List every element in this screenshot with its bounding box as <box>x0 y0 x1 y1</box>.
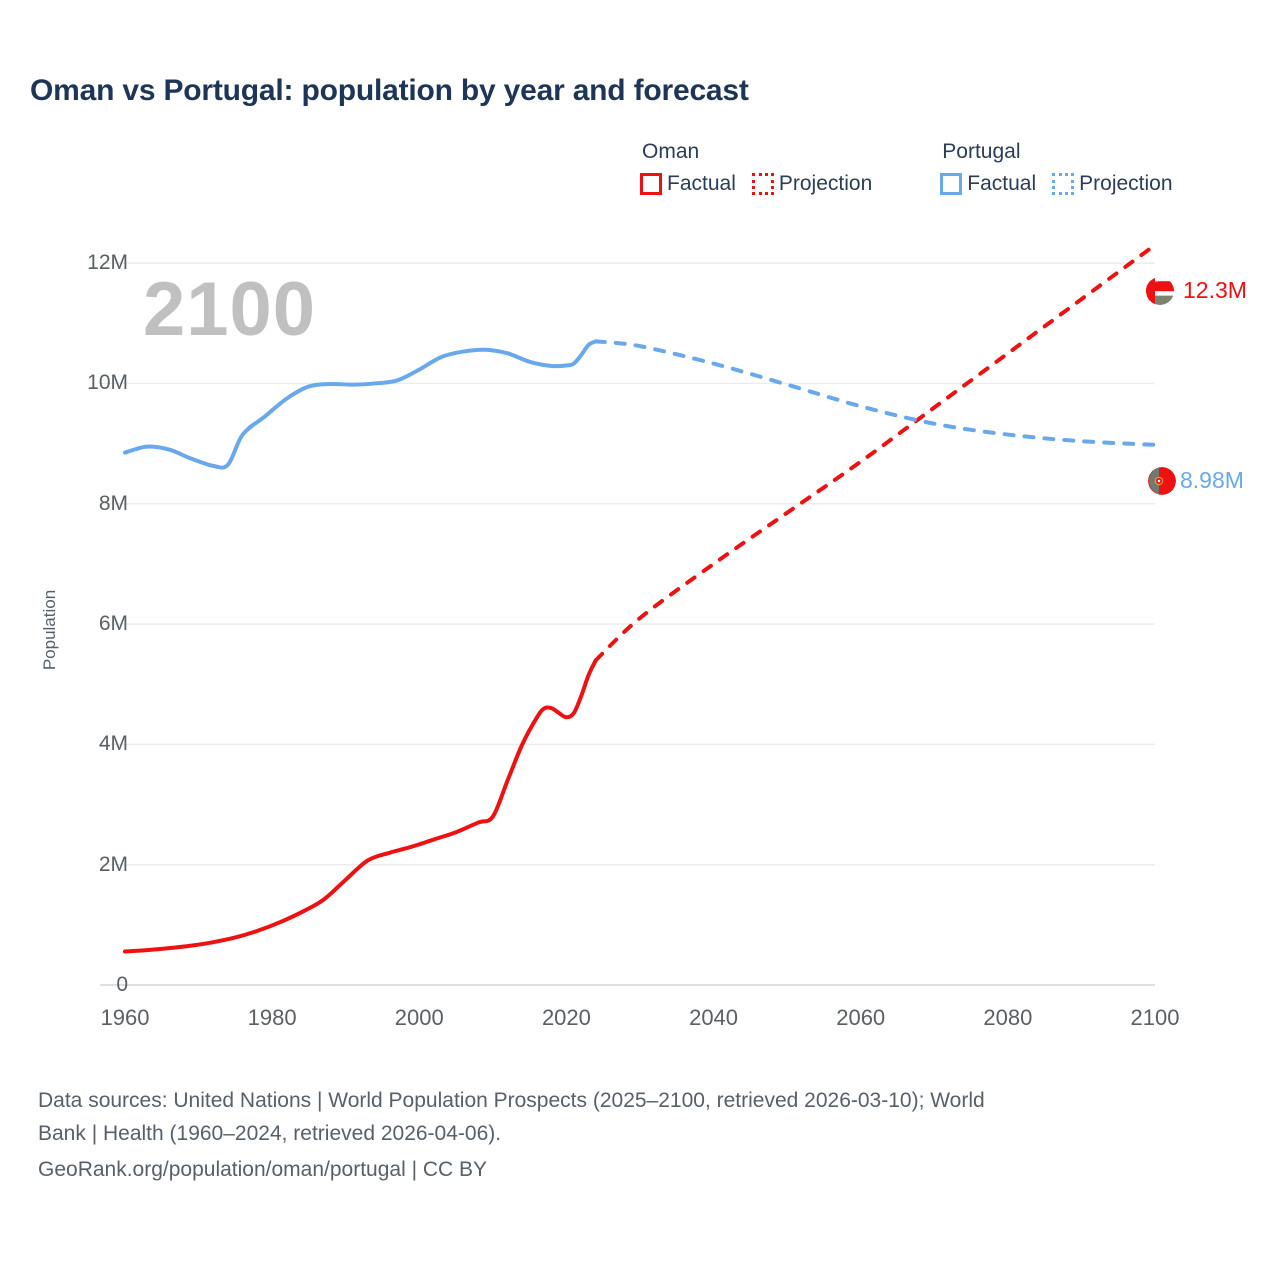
footer-line-2: Bank | Health (1960–2024, retrieved 2026… <box>38 1121 502 1145</box>
x-axis-tick-label: 2040 <box>689 1005 739 1030</box>
chart-legend: Oman Factual Projection Portugal Factual <box>640 140 1173 196</box>
plot-area: Population 2100 0 2M 4M 6M 8M 10M 12M 1960 1980… <box>40 243 1247 1030</box>
portugal-flag-marker-icon <box>1148 467 1176 495</box>
y-axis-tick-label: 10M <box>87 371 128 395</box>
legend-label-portugal-factual: Factual <box>967 172 1037 195</box>
legend-label-oman-factual: Factual <box>667 172 736 195</box>
oman-endpoint-label: 12.3M <box>1183 277 1247 303</box>
footer-sources: Data sources: United Nations | World Pop… <box>38 1085 1238 1187</box>
footer-line-3[interactable]: GeoRank.org/population/oman/portugal | C… <box>38 1158 488 1182</box>
series-lines <box>123 243 1157 954</box>
x-axis-tick-label: 1960 <box>100 1005 150 1030</box>
y-axis-tick-label: 0 <box>116 973 128 996</box>
series-line-oman-projection <box>593 243 1157 663</box>
series-line-oman-factual <box>123 658 598 954</box>
legend-swatch-dotted-icon <box>751 173 774 195</box>
y-axis-tick-label: 4M <box>98 732 128 756</box>
x-axis-tick-label: 2060 <box>836 1005 886 1030</box>
x-axis-tick-label: 2000 <box>394 1005 444 1030</box>
legend-swatch-dotted-icon <box>1052 173 1075 195</box>
oman-flag-marker-icon <box>1146 277 1174 305</box>
gridlines <box>100 262 1155 986</box>
legend-swatch-solid-icon <box>940 173 963 195</box>
legend-label-portugal-projection: Projection <box>1079 172 1173 195</box>
legend-group-portugal: Portugal Factual Projection <box>940 140 1173 196</box>
page-title: Oman vs Portugal: population by year and… <box>30 74 749 107</box>
x-axis-tick-label: 2080 <box>983 1005 1033 1030</box>
x-axis-tick-label: 2100 <box>1130 1005 1180 1030</box>
x-axis-tick-label: 1980 <box>247 1005 297 1030</box>
y-axis-tick-label: 8M <box>98 491 128 515</box>
plot-canvas <box>100 243 1157 986</box>
y-axis-tick-label: 6M <box>98 612 128 636</box>
legend-item-oman-factual[interactable]: Factual <box>640 172 736 196</box>
watermark-year: 2100 <box>143 267 317 352</box>
x-axis-tick-label: 2020 <box>541 1005 591 1030</box>
series-line-portugal-projection <box>593 339 1157 447</box>
legend-items-portugal: Factual Projection <box>940 172 1173 196</box>
legend-group-title-oman: Oman <box>642 140 700 163</box>
legend-group-oman: Oman Factual Projection <box>640 140 872 196</box>
portugal-endpoint-label: 8.98M <box>1180 467 1244 493</box>
legend-items-oman: Factual Projection <box>640 172 872 196</box>
legend-item-portugal-factual[interactable]: Factual <box>940 172 1036 196</box>
legend-label-oman-projection: Projection <box>778 172 873 195</box>
footer-line-1: Data sources: United Nations | World Pop… <box>38 1089 985 1112</box>
y-axis-tick-label: 2M <box>98 852 128 876</box>
legend-item-oman-projection[interactable]: Projection <box>751 172 873 196</box>
legend-group-title-portugal: Portugal <box>942 140 1021 163</box>
legend-swatch-solid-icon <box>640 173 662 195</box>
y-axis-tick-label: 12M <box>87 251 128 275</box>
legend-item-portugal-projection[interactable]: Projection <box>1052 172 1173 196</box>
series-line-portugal-factual <box>123 339 598 470</box>
